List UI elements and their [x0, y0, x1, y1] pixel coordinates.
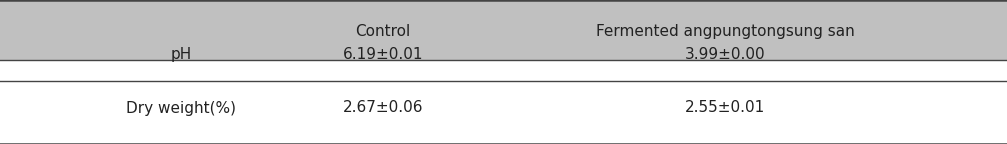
FancyBboxPatch shape: [0, 0, 1007, 60]
Text: 6.19±0.01: 6.19±0.01: [342, 47, 423, 62]
Text: 2.55±0.01: 2.55±0.01: [685, 101, 765, 115]
Text: pH: pH: [170, 47, 192, 62]
Text: 2.67±0.06: 2.67±0.06: [342, 101, 423, 115]
Text: Dry weight(%): Dry weight(%): [126, 101, 237, 115]
Text: Fermented angpungtongsung san: Fermented angpungtongsung san: [596, 24, 854, 39]
Text: Control: Control: [355, 24, 410, 39]
Text: 3.99±0.00: 3.99±0.00: [685, 47, 765, 62]
